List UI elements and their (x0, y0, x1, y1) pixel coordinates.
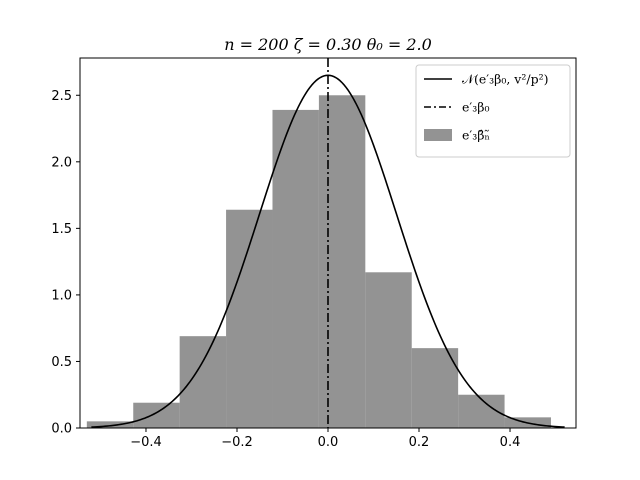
legend-box (415, 64, 571, 158)
y-tick-label: 0.0 (51, 422, 72, 437)
histogram-bar (272, 109, 319, 429)
histogram-bar (179, 336, 227, 428)
histogram-bar (86, 421, 134, 428)
histogram-bar (411, 348, 459, 428)
y-tick-label: 0.5 (51, 355, 72, 370)
histogram-bar (365, 272, 412, 428)
histogram-bar (226, 209, 273, 428)
x-tick-label: −0.2 (221, 435, 253, 450)
x-tick-label: 0.2 (409, 435, 430, 450)
legend-label: e′₃β̂ₙ̃ (462, 128, 490, 143)
legend-patch-swatch (424, 129, 452, 141)
x-tick-label: 0.0 (318, 435, 339, 450)
legend: 𝒩(e′₃β₀, v²/p²) e′₃β₀ e′₃β̂ₙ̃ (415, 64, 571, 158)
histogram-bar (133, 402, 180, 428)
legend-label: 𝒩(e′₃β₀, v²/p²) (462, 72, 548, 87)
histogram-bar (318, 95, 366, 429)
y-tick-label: 1.0 (51, 288, 72, 303)
y-tick-label: 2.5 (51, 89, 72, 104)
chart-title: n = 200 ζ = 0.30 θ₀ = 2.0 (224, 35, 432, 54)
x-tick-label: −0.4 (130, 435, 162, 450)
y-tick-label: 1.5 (51, 222, 72, 237)
plot-area: −0.4 −0.2 0.0 0.2 0.4 0.0 0.5 1.0 1.5 2.0 2.5 (51, 57, 577, 450)
y-tick-label: 2.0 (51, 155, 72, 170)
legend-label: e′₃β₀ (462, 100, 489, 115)
x-tick-label: 0.4 (500, 435, 521, 450)
